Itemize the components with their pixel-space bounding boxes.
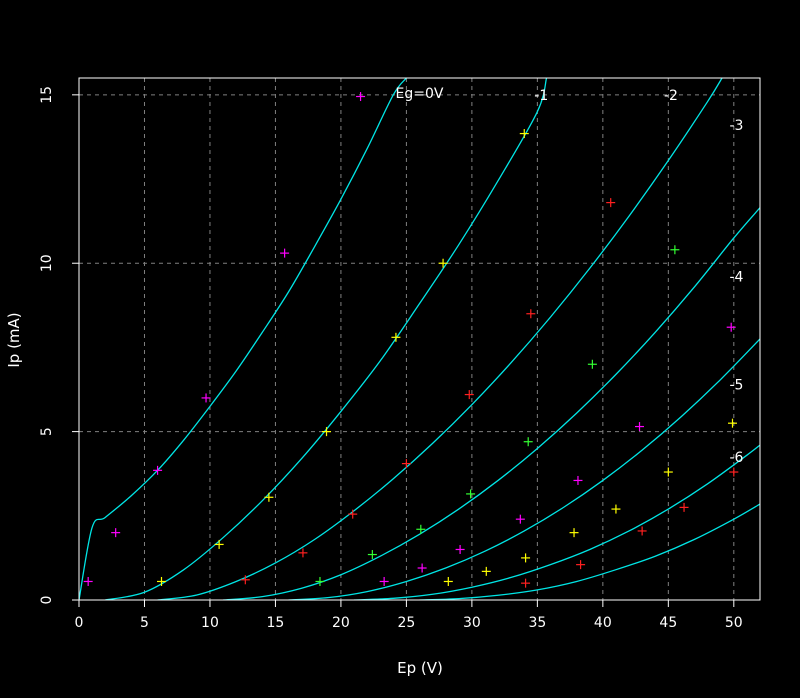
data-point [481,566,491,576]
y-axis-ticks: 0 5 10 15 [39,86,79,605]
data-point [417,563,427,573]
data-point [443,576,453,586]
y-tick-label: 0 [39,596,55,605]
data-point [466,489,476,499]
curve-label: -3 [729,118,743,134]
grid-lines [79,78,760,600]
x-tick-label: 0 [75,615,84,631]
x-tick-label: 35 [528,615,546,631]
data-point [679,502,689,512]
data-point [83,576,93,586]
data-point [280,248,290,258]
x-tick-label: 15 [267,615,285,631]
data-point [521,578,531,588]
curve-labels: Eg=0V -1 -2 -3 -4 -5 -6 [396,86,744,466]
model-curves [79,78,760,600]
data-point [214,539,224,549]
data-point [348,509,358,519]
data-point [401,459,411,469]
data-point [573,475,583,485]
data-point [606,198,616,208]
data-point [519,129,529,139]
curve-line [223,207,760,600]
x-tick-label: 20 [332,615,350,631]
data-point [322,427,332,437]
data-point [111,528,121,538]
plot-frame [78,77,761,601]
curve-line [353,444,760,600]
y-tick-label: 15 [39,86,55,104]
data-point [569,528,579,538]
x-axis-label: Ep (V) [397,659,443,677]
x-tick-label: 25 [397,615,415,631]
data-point [153,465,163,475]
data-point [663,467,673,477]
data-point [240,575,250,585]
curve-line [288,338,760,600]
data-point [379,576,389,586]
data-point [455,544,465,554]
data-point [523,437,533,447]
data-point [367,550,377,560]
curve-line [105,78,548,600]
data-point [356,92,366,102]
data-point [587,359,597,369]
x-tick-label: 40 [594,615,612,631]
y-tick-label: 10 [39,254,55,272]
data-point [729,467,739,477]
data-point [611,504,621,514]
y-tick-label: 5 [39,427,55,436]
data-point [416,524,426,534]
data-point [637,526,647,536]
data-point [264,492,274,502]
data-point [438,258,448,268]
measured-points [83,92,739,588]
data-point [391,332,401,342]
x-tick-label: 10 [201,615,219,631]
data-point [298,548,308,558]
data-point [670,245,680,255]
x-axis-ticks: 0 5 10 15 20 25 30 35 40 45 50 [75,600,743,631]
plot-border [78,77,761,601]
data-point [635,422,645,432]
data-point [726,322,736,332]
data-point [727,418,737,428]
x-tick-label: 45 [659,615,677,631]
curve-line [419,503,760,600]
curve-label: -2 [664,88,678,104]
y-axis-label: Ip (mA) [5,312,23,367]
curve-line [157,78,723,600]
data-point [515,514,525,524]
data-point [315,576,325,586]
x-tick-label: 30 [463,615,481,631]
curve-label: -1 [534,88,548,104]
x-tick-label: 50 [725,615,743,631]
curve-label: -6 [729,450,743,466]
curve-label: -4 [729,270,743,286]
data-point [201,393,211,403]
data-point [157,576,167,586]
data-point [521,553,531,563]
curve-label: -5 [729,377,743,393]
x-tick-label: 5 [140,615,149,631]
curve-label: Eg=0V [396,86,444,102]
data-point [526,309,536,319]
data-point [576,560,586,570]
curve-line [79,78,407,600]
data-point [464,390,474,400]
